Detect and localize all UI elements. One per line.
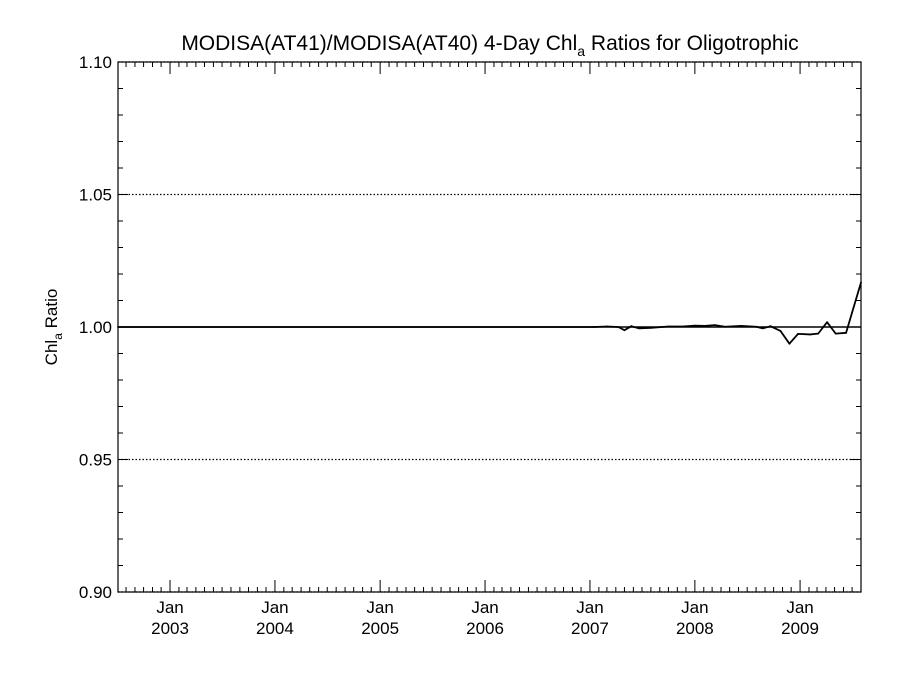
y-tick-label: 1.00 (79, 318, 112, 337)
ratio-data-point (713, 324, 716, 327)
ratio-data-point (593, 326, 595, 328)
ratio-data-point (845, 331, 847, 334)
ratio-data-point (817, 332, 820, 335)
x-tick-month-label: Jan (156, 598, 183, 617)
ratio-data-point (623, 329, 626, 332)
x-tick-month-label: Jan (786, 598, 813, 617)
ratio-data-point (630, 325, 633, 328)
ratio-data-point (649, 326, 652, 329)
ratio-data-point (704, 325, 706, 327)
y-axis-label-subscript: a (51, 333, 65, 340)
ratio-data-point (637, 327, 640, 330)
ratio-data-point (769, 325, 772, 328)
x-tick-month-label: Jan (261, 598, 288, 617)
x-tick-year-label: 2007 (571, 619, 609, 638)
y-axis-label: Chla Ratio (42, 289, 65, 366)
ratio-data-point (617, 326, 620, 328)
ratio-data-point (809, 333, 812, 336)
chart-title-main: MODISA(AT41)/MODISA(AT40) 4-Day Chl (181, 32, 577, 55)
svg-text:Chla Ratio: Chla Ratio (42, 289, 65, 366)
ratio-series-line (118, 282, 862, 345)
x-tick-year-label: 2006 (466, 619, 504, 638)
ratio-data-point (797, 332, 799, 335)
ratio-data-point (779, 330, 782, 332)
ratio-data-point (693, 324, 696, 327)
chart-title-rest: Ratios for Oligotrophic (585, 32, 799, 55)
ratio-data-point (788, 342, 791, 345)
x-tick-month-label: Jan (576, 598, 603, 617)
ratio-data-point (755, 325, 757, 328)
ratio-data-point (681, 325, 684, 328)
ratio-data-point (826, 321, 828, 324)
y-axis-label-rest: Ratio (42, 289, 61, 333)
x-tick-year-label: 2009 (781, 619, 819, 638)
x-tick-month-label: Jan (471, 598, 498, 617)
ratio-data-point (834, 332, 837, 335)
y-tick-label: 0.95 (79, 451, 112, 470)
x-tick-month-label: Jan (681, 598, 708, 617)
x-tick-year-label: 2008 (676, 619, 714, 638)
ratio-data-point (724, 325, 726, 328)
ratio-data-point (667, 325, 670, 328)
x-tick-month-label: Jan (366, 598, 393, 617)
x-tick-year-label: 2005 (361, 619, 399, 638)
ratio-data-point (606, 325, 608, 328)
x-tick-year-label: 2004 (256, 619, 294, 638)
y-axis-label-main: Chl (42, 340, 61, 366)
ratio-data-point (762, 327, 764, 330)
y-tick-label: 0.90 (79, 583, 112, 602)
y-tick-label: 1.05 (79, 186, 112, 205)
chart-title: MODISA(AT41)/MODISA(AT40) 4-Day Chla Rat… (181, 32, 798, 59)
series-layer (117, 281, 862, 345)
y-tick-label: 1.10 (79, 53, 112, 72)
ratio-data-point (740, 325, 743, 327)
x-tick-year-label: 2003 (151, 619, 189, 638)
plot-frame (117, 61, 862, 593)
chart-title-subscript: a (577, 43, 585, 59)
tick-labels: 0.90 0.95 1.00 1.05 1.10 Jan 2003 Jan 2004 Jan 200… (79, 53, 819, 638)
